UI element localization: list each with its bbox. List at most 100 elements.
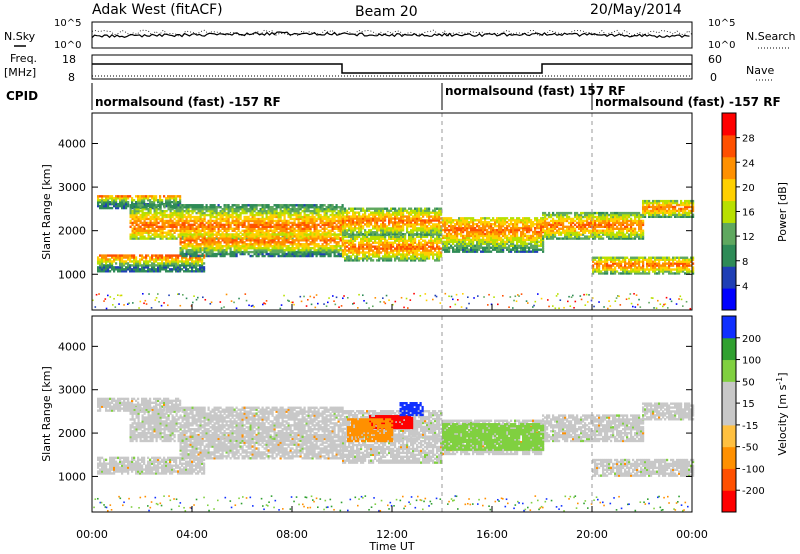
power-cell	[496, 217, 499, 220]
power-cell	[247, 204, 250, 207]
power-cell	[388, 227, 391, 230]
power-cell	[141, 233, 144, 236]
power-cell	[171, 215, 174, 219]
power-cell	[313, 225, 316, 229]
power-cell	[213, 239, 216, 242]
power-cell	[255, 223, 258, 227]
power-cell	[394, 235, 397, 239]
power-cell	[301, 239, 304, 242]
power-cell	[356, 233, 359, 237]
power-cell	[352, 243, 355, 246]
power-cell	[428, 211, 431, 214]
power-cell	[368, 219, 371, 222]
power-cell	[171, 213, 174, 217]
power-cell	[378, 207, 381, 210]
power-cell	[396, 253, 399, 256]
power-cell	[346, 239, 349, 242]
power-cell	[189, 215, 192, 219]
power-cell	[235, 204, 238, 207]
power-cell	[163, 227, 166, 230]
power-cell	[259, 229, 262, 232]
power-cell	[287, 250, 290, 254]
power-cell	[424, 241, 427, 244]
power-cell	[329, 221, 332, 225]
power-cell	[213, 252, 216, 256]
power-cell	[165, 199, 168, 202]
power-cell	[193, 215, 196, 219]
power-cell	[161, 209, 164, 213]
power-cell	[275, 204, 278, 207]
power-cell	[179, 197, 182, 200]
power-cell	[498, 242, 501, 246]
power-cell	[133, 258, 136, 261]
power-cell	[221, 219, 224, 223]
power-cell	[344, 245, 347, 248]
power-cell	[412, 217, 415, 220]
power-cell	[344, 231, 347, 234]
power-cell	[438, 211, 441, 214]
power-cell	[408, 235, 411, 239]
power-cell	[488, 221, 491, 224]
power-cell	[179, 219, 182, 223]
power-cell	[273, 243, 276, 246]
power-cell	[394, 253, 397, 256]
power-cell	[542, 211, 545, 215]
power-cell	[410, 239, 413, 242]
power-cell	[141, 204, 144, 207]
power-cell	[414, 211, 417, 214]
power-cell	[400, 243, 403, 246]
power-cell	[203, 223, 206, 227]
power-cell	[390, 259, 393, 262]
power-cell	[103, 258, 106, 261]
power-cell	[370, 231, 373, 234]
power-cell	[127, 254, 130, 257]
power-cell	[424, 209, 427, 212]
power-cell	[245, 211, 248, 215]
power-cell	[243, 217, 246, 221]
power-cell	[508, 228, 511, 232]
power-cell	[97, 260, 100, 263]
power-cell	[309, 233, 312, 236]
power-cell	[456, 226, 459, 230]
power-cell	[388, 213, 391, 216]
power-cell	[205, 248, 208, 252]
power-cell	[175, 268, 178, 271]
power-cell	[486, 217, 489, 220]
power-cell	[384, 251, 387, 254]
power-cell	[155, 264, 158, 267]
power-cell	[187, 227, 190, 230]
power-cell	[329, 223, 332, 227]
power-cell	[113, 260, 116, 263]
power-cell	[245, 245, 248, 248]
power-cell	[139, 217, 142, 221]
power-cell	[185, 204, 188, 207]
power-cell	[335, 241, 338, 244]
power-cell	[203, 246, 206, 250]
power-cell	[428, 223, 431, 226]
power-cell	[239, 241, 242, 244]
power-cell	[384, 217, 387, 220]
power-cell	[165, 202, 168, 206]
power-cell	[187, 250, 190, 254]
power-cell	[432, 233, 435, 236]
power-cell	[438, 223, 441, 226]
power-cell	[203, 243, 206, 246]
power-cell	[139, 237, 142, 240]
power-cell	[195, 268, 198, 271]
power-cell	[432, 227, 435, 230]
power-cell	[297, 239, 300, 242]
power-cell	[321, 246, 324, 250]
power-cell	[323, 207, 326, 211]
power-cell	[225, 213, 228, 217]
power-cell	[424, 253, 427, 256]
power-cell	[241, 209, 244, 213]
power-cell	[159, 197, 162, 200]
power-cell	[346, 249, 349, 252]
power-cell	[414, 207, 417, 210]
power-cell	[281, 225, 284, 229]
power-cell	[516, 217, 519, 220]
power-cell	[191, 246, 194, 250]
power-cell	[295, 246, 298, 250]
power-cell	[255, 225, 258, 229]
power-cell	[394, 229, 397, 232]
